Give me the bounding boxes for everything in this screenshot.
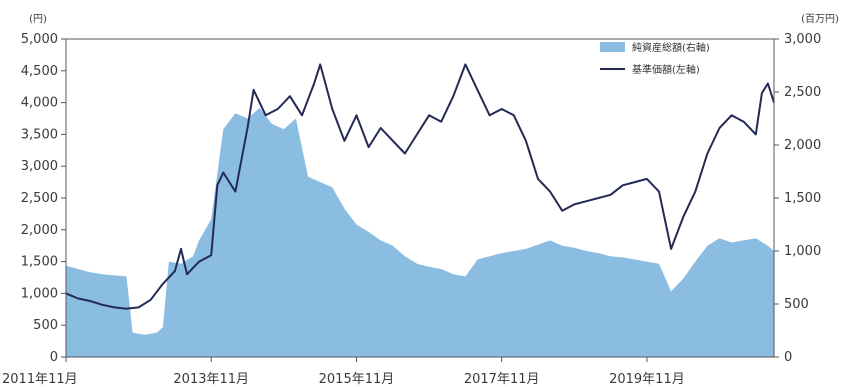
x-axis: 2011年11月 2013年11月 2015年11月 2017年11月 2019年11月: [2, 357, 685, 387]
left-tick-label: 4,000: [21, 96, 58, 111]
left-tick-label: 3,000: [21, 159, 58, 174]
nav-line-layer: [65, 63, 775, 310]
right-axis-unit: (百万円): [801, 13, 839, 25]
left-tick-label: 0: [50, 350, 58, 365]
x-tick-label: 2019年11月: [609, 372, 685, 387]
nav-line: [65, 63, 775, 310]
left-axis-unit: (円): [29, 14, 47, 25]
right-tick-label: 2,000: [784, 138, 821, 153]
left-axis: 5,000 4,500 4,000 3,500 3,000 2,500 2,000 1,500…: [21, 32, 66, 365]
x-tick-label: 2013年11月: [173, 372, 249, 387]
left-tick-label: 4,500: [21, 64, 58, 79]
x-tick-label: 2015年11月: [319, 372, 395, 387]
left-tick-label: 500: [33, 318, 58, 333]
left-tick-label: 5,000: [21, 32, 58, 47]
net-assets-area: [66, 107, 774, 358]
legend-area-swatch: [600, 42, 625, 52]
legend: 純資産総額(右軸) 基準価額(左軸): [600, 41, 710, 76]
right-axis: 3,000 2,500 2,000 1,500 1,000 500 0: [774, 32, 821, 365]
x-tick-label: 2011年11月: [2, 372, 78, 387]
right-tick-label: 500: [784, 297, 809, 312]
net-assets-area-layer: [66, 107, 774, 358]
right-tick-label: 2,500: [784, 85, 821, 100]
right-tick-label: 3,000: [784, 32, 821, 47]
left-tick-label: 1,000: [21, 286, 58, 301]
left-tick-label: 2,500: [21, 191, 58, 206]
left-tick-label: 3,500: [21, 127, 58, 142]
right-tick-label: 1,500: [784, 191, 821, 206]
right-tick-label: 0: [784, 350, 792, 365]
left-tick-label: 2,000: [21, 223, 58, 238]
legend-nav-label: 基準価額(左軸): [632, 63, 700, 76]
x-tick-label: 2017年11月: [464, 372, 540, 387]
left-tick-label: 1,500: [21, 255, 58, 270]
right-tick-label: 1,000: [784, 244, 821, 259]
legend-net-assets-label: 純資産総額(右軸): [632, 41, 710, 54]
